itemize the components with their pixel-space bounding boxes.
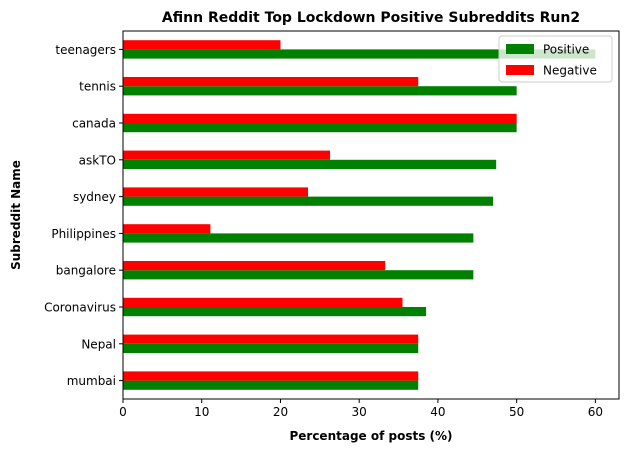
x-tick-label: 20	[273, 405, 288, 419]
bar-negative-philippines	[123, 224, 211, 234]
legend-swatch-negative	[506, 65, 534, 75]
bar-positive-sydney	[123, 196, 494, 206]
chart-title: Afinn Reddit Top Lockdown Positive Subre…	[162, 10, 580, 26]
x-tick-label: 10	[194, 405, 209, 419]
bar-positive-bangalore	[123, 270, 474, 280]
bar-negative-mumbai	[123, 371, 419, 381]
x-tick-label: 30	[352, 405, 367, 419]
bar-negative-askto	[123, 150, 331, 160]
bar-positive-mumbai	[123, 380, 419, 390]
bar-positive-askto	[123, 159, 497, 169]
bar-negative-nepal	[123, 334, 419, 344]
bars-group	[123, 40, 596, 390]
legend-swatch-positive	[506, 44, 534, 54]
x-tick-label: 50	[509, 405, 524, 419]
y-axis: mumbai Nepal Coronavirus bangalore Philippin…	[44, 43, 123, 388]
y-tick-label: mumbai	[67, 374, 116, 388]
y-tick-label: askTO	[79, 153, 116, 167]
x-tick-label: 0	[119, 405, 127, 419]
bar-negative-coronavirus	[123, 297, 403, 307]
bar-negative-bangalore	[123, 261, 386, 271]
x-tick-label: 60	[588, 405, 603, 419]
y-tick-label: canada	[72, 117, 116, 131]
bar-positive-canada	[123, 123, 517, 133]
x-axis: 0 10 20 30 40 50 60	[119, 399, 603, 419]
y-tick-label: tennis	[79, 80, 116, 94]
bar-positive-tennis	[123, 86, 517, 96]
y-tick-label: Nepal	[81, 337, 116, 351]
x-tick-label: 40	[430, 405, 445, 419]
y-tick-label: bangalore	[56, 264, 116, 278]
bar-positive-teenagers	[123, 49, 596, 59]
legend: Positive Negative	[498, 35, 613, 83]
bar-negative-tennis	[123, 77, 419, 87]
y-tick-label: Coronavirus	[44, 301, 116, 315]
y-axis-label: Subreddit Name	[9, 160, 23, 270]
x-axis-label: Percentage of posts (%)	[289, 429, 452, 443]
y-tick-label: Philippines	[51, 227, 116, 241]
bar-negative-canada	[123, 113, 517, 123]
legend-label-negative: Negative	[543, 64, 597, 78]
bar-negative-sydney	[123, 187, 309, 197]
plot-frame	[122, 30, 620, 400]
y-tick-label: teenagers	[55, 43, 116, 57]
legend-label-positive: Positive	[543, 43, 589, 57]
bar-positive-nepal	[123, 343, 419, 353]
y-tick-label: sydney	[73, 190, 116, 204]
bar-positive-philippines	[123, 233, 474, 243]
bar-negative-teenagers	[123, 40, 281, 50]
bar-positive-coronavirus	[123, 307, 427, 317]
